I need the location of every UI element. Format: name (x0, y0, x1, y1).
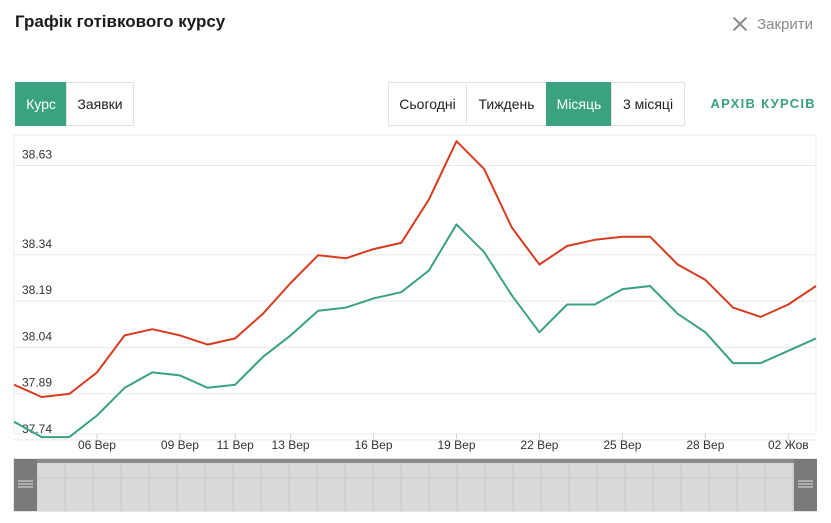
range-handle-left[interactable] (14, 459, 37, 511)
tab-3-months[interactable]: 3 місяці (611, 82, 685, 126)
range-handle-right[interactable] (794, 459, 817, 511)
x-tick-label: 25 Вер (603, 438, 641, 452)
y-tick-label: 37.74 (22, 422, 52, 436)
mode-tabs: Курс Заявки (15, 82, 134, 126)
tab-today-label: Сьогодні (399, 96, 456, 112)
x-tick-label: 16 Вер (354, 438, 392, 452)
x-tick-label: 06 Вер (78, 438, 116, 452)
y-tick-label: 38.34 (22, 237, 52, 251)
tab-week[interactable]: Тиждень (466, 82, 547, 126)
series-line-1 (13, 140, 817, 398)
tab-rate[interactable]: Курс (15, 82, 67, 126)
y-tick-label: 37.89 (22, 376, 52, 390)
page-title: Графік готівкового курсу (15, 12, 226, 31)
tab-today[interactable]: Сьогодні (388, 82, 467, 126)
close-button[interactable]: Закрити (733, 13, 813, 35)
tab-3-months-label: 3 місяці (622, 96, 674, 112)
period-tabs: Сьогодні Тиждень Місяць 3 місяці (388, 82, 685, 126)
x-tick-label: 02 Жов (768, 438, 809, 452)
y-tick-label: 38.04 (22, 329, 52, 343)
range-selection[interactable] (37, 459, 794, 511)
plot-frame (13, 134, 817, 435)
x-tick-label: 11 Вер (217, 438, 254, 452)
tab-month[interactable]: Місяць (546, 82, 612, 126)
close-label: Закрити (757, 15, 813, 33)
tab-week-label: Тиждень (478, 96, 535, 112)
series-line-2 (13, 223, 817, 439)
x-tick-label: 09 Вер (161, 438, 199, 452)
x-tick-label: 22 Вер (520, 438, 558, 452)
tab-rate-label: Курс (26, 96, 56, 112)
y-tick-label: 38.63 (22, 147, 52, 161)
navigator-top-bar (14, 459, 816, 463)
y-tick-label: 38.19 (22, 283, 52, 297)
x-tick-label: 19 Вер (437, 438, 475, 452)
x-tick-label: 13 Вер (272, 438, 310, 452)
archive-link[interactable]: АРХІВ КУРСІВ (710, 96, 816, 111)
x-tick-label: 28 Вер (686, 438, 724, 452)
tab-month-label: Місяць (556, 96, 602, 112)
tab-orders[interactable]: Заявки (66, 82, 134, 126)
tab-orders-label: Заявки (77, 96, 123, 112)
